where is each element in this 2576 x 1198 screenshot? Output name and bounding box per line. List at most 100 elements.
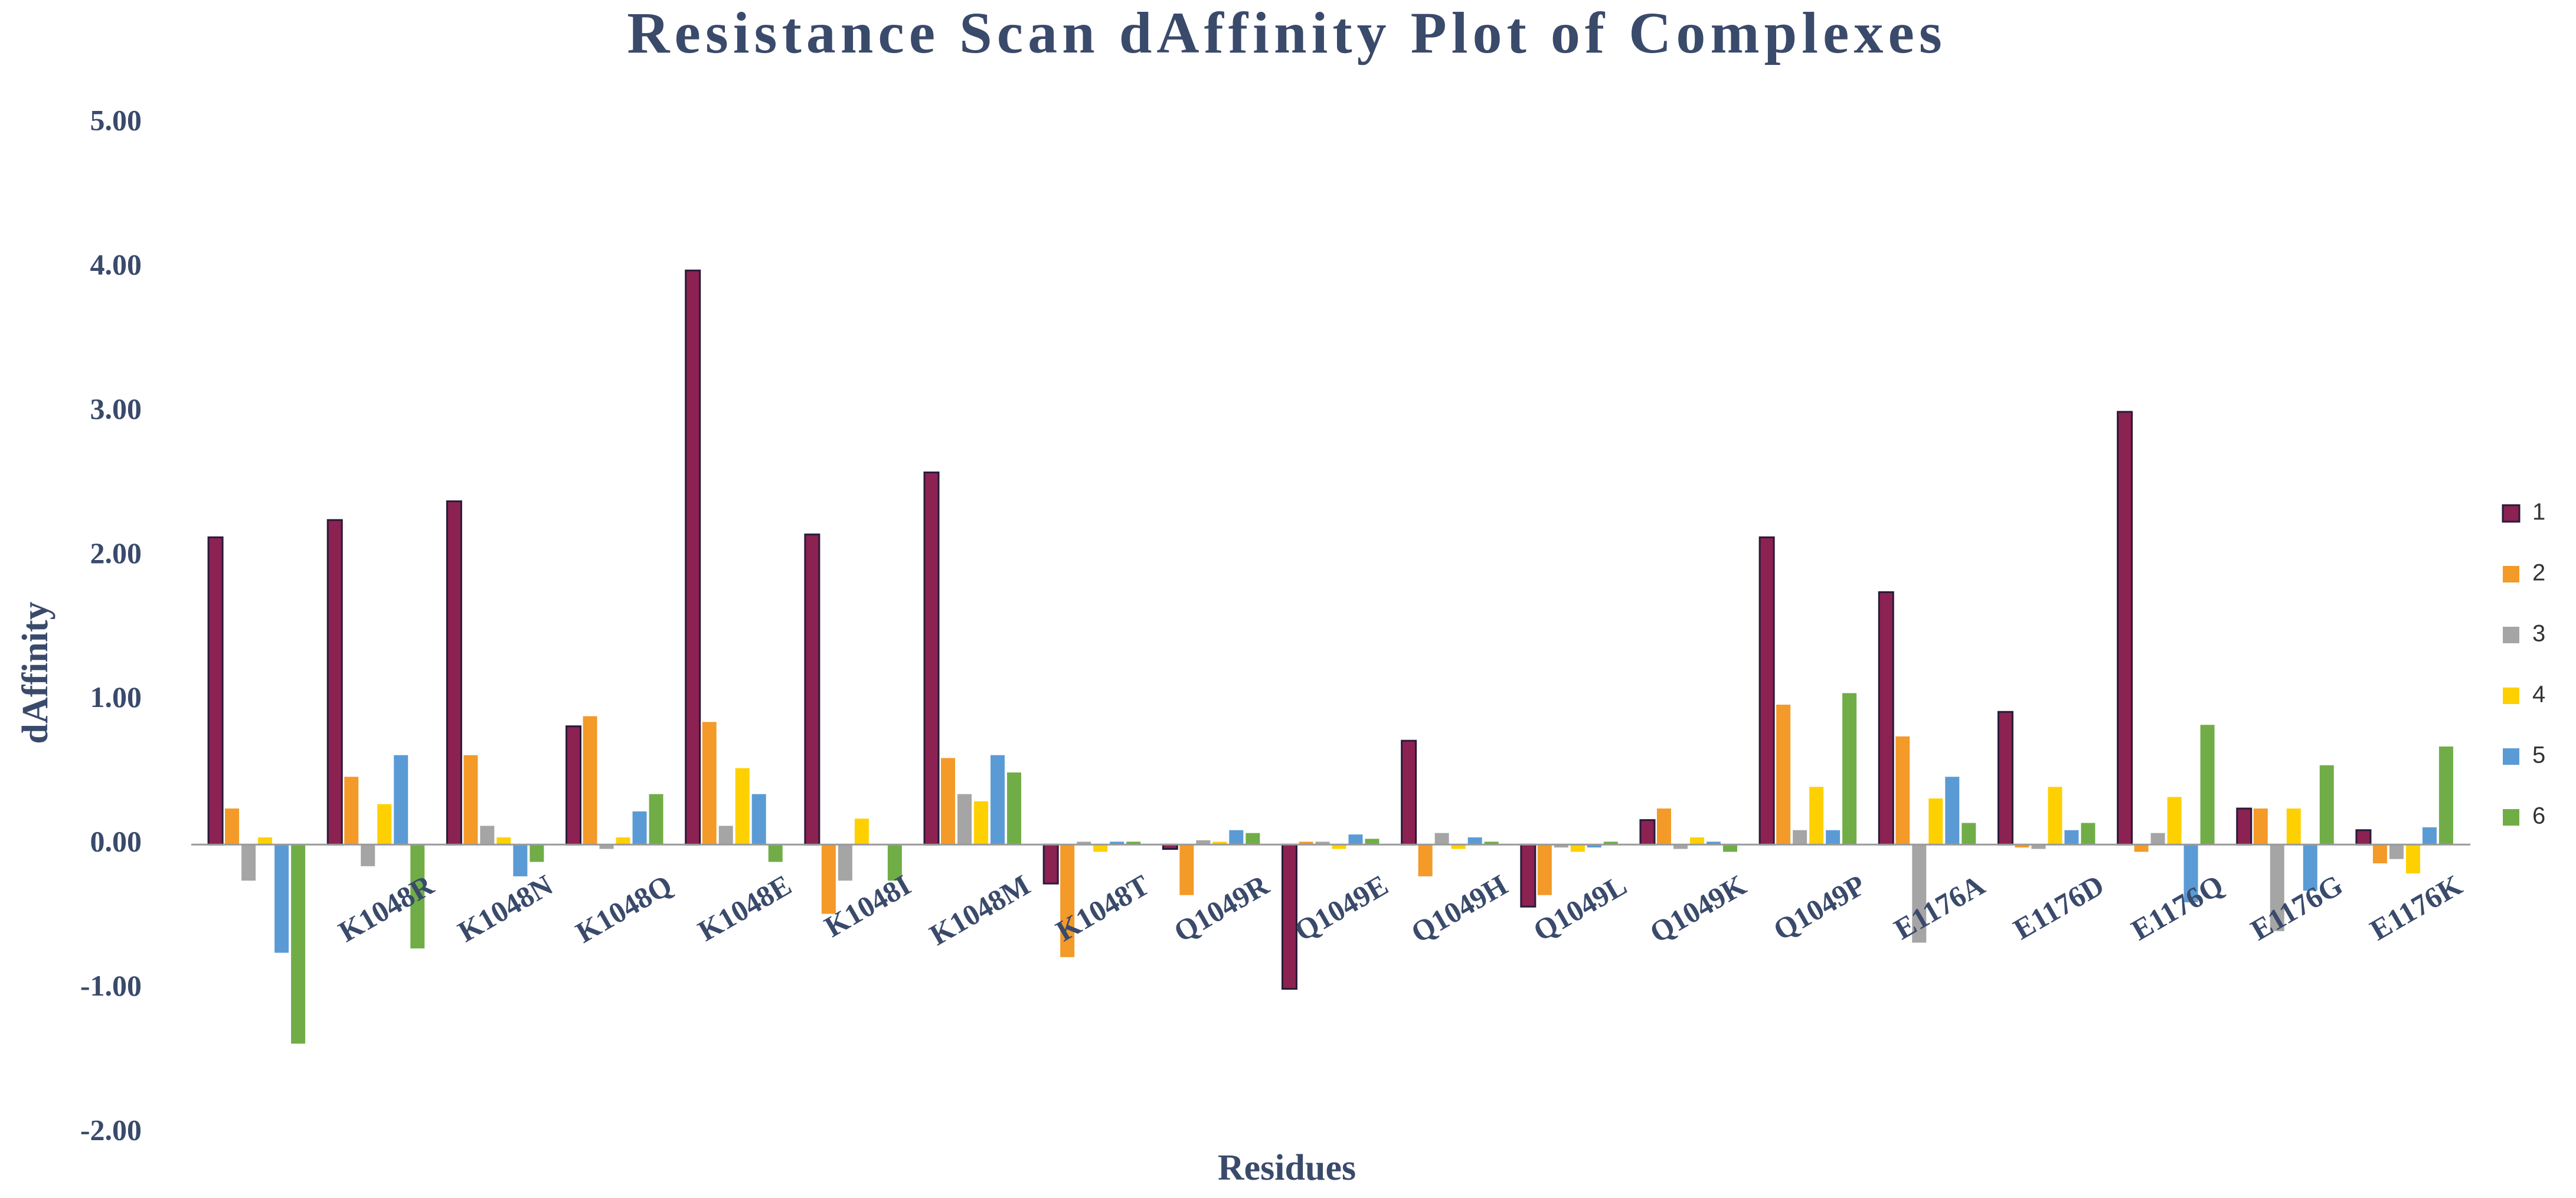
- bar: [1060, 845, 1075, 957]
- bar: [446, 500, 462, 846]
- bar: [1912, 845, 1927, 943]
- bar: [2422, 827, 2437, 845]
- legend-swatch: [2503, 688, 2519, 704]
- bar: [2134, 845, 2149, 852]
- bar: [2183, 845, 2198, 902]
- bar: [735, 768, 750, 845]
- bar: [923, 472, 940, 846]
- bar: [2117, 411, 2133, 846]
- bar: [2048, 787, 2062, 845]
- bar: [854, 819, 869, 845]
- x-tick-label: Q1049H: [1405, 868, 1513, 949]
- bar: [1537, 845, 1552, 895]
- bar: [649, 794, 663, 845]
- bar: [2200, 725, 2215, 845]
- bar: [821, 845, 836, 914]
- bar: [258, 837, 273, 845]
- legend-swatch: [2502, 504, 2521, 523]
- bar: [377, 804, 392, 845]
- bar: [2236, 807, 2253, 846]
- x-tick-label: E1176Q: [2126, 868, 2229, 947]
- bar: [2081, 823, 2096, 845]
- bar: [2286, 809, 2301, 845]
- y-tick-label: -2.00: [80, 1113, 142, 1146]
- x-tick-label: K1048M: [924, 868, 1035, 952]
- bar: [768, 845, 783, 862]
- bar: [1007, 772, 1022, 845]
- x-tick-label: Q1049K: [1644, 868, 1751, 949]
- bar: [583, 716, 597, 845]
- bar: [1842, 693, 1857, 845]
- bar: [1639, 819, 1656, 846]
- legend-swatch: [2503, 627, 2519, 643]
- bar: [565, 725, 582, 846]
- bar: [1656, 809, 1671, 845]
- bar: [361, 845, 375, 866]
- bar: [1110, 842, 1124, 845]
- bar: [887, 845, 902, 881]
- x-tick-label: Q1049P: [1768, 868, 1871, 947]
- bar: [2031, 845, 2046, 849]
- bar: [2270, 845, 2284, 931]
- x-tick-label: Q1049E: [1289, 868, 1394, 948]
- bar: [1077, 842, 1091, 845]
- bar: [1332, 845, 1346, 849]
- bar: [702, 722, 717, 845]
- y-tick-label: 1.00: [90, 680, 142, 713]
- bar: [1776, 705, 1791, 845]
- bar: [599, 845, 614, 849]
- bar: [344, 777, 359, 845]
- bar: [1126, 842, 1141, 845]
- bar: [1793, 830, 1807, 845]
- bar: [616, 837, 630, 845]
- bar: [1689, 837, 1704, 845]
- bar: [1434, 833, 1449, 845]
- bar: [2372, 845, 2387, 863]
- bar: [480, 826, 495, 845]
- bar: [1451, 845, 1466, 849]
- bar: [1587, 845, 1601, 848]
- bar: [513, 845, 528, 876]
- bar: [2167, 797, 2182, 845]
- bar: [941, 758, 956, 845]
- y-tick-label: -1.00: [80, 969, 142, 1002]
- bar: [1315, 842, 1330, 845]
- bar: [2303, 845, 2317, 891]
- y-axis-title: dAffinity: [15, 601, 55, 744]
- bar: [274, 845, 289, 953]
- y-tick-label: 2.00: [90, 536, 142, 569]
- y-tick-label: 4.00: [90, 248, 142, 281]
- bar: [394, 755, 408, 845]
- bar: [685, 269, 701, 846]
- bar: [2438, 746, 2453, 845]
- bar: [241, 845, 256, 881]
- bar: [1928, 798, 1943, 845]
- bar: [1554, 845, 1568, 848]
- bar: [1348, 834, 1363, 845]
- bar: [2015, 845, 2029, 848]
- legend-label: 1: [2532, 499, 2545, 525]
- bar: [2253, 809, 2268, 845]
- x-tick-label: K1048Q: [570, 868, 678, 949]
- bar: [1758, 536, 1775, 846]
- bar: [2389, 845, 2404, 859]
- bar: [838, 845, 852, 881]
- bar: [974, 801, 989, 845]
- bar: [207, 536, 224, 846]
- bar: [1042, 843, 1059, 885]
- bar: [1212, 842, 1227, 845]
- y-tick-label: 0.00: [90, 825, 142, 858]
- bar: [1603, 842, 1618, 845]
- bar: [1878, 591, 1894, 846]
- legend-label: 6: [2532, 803, 2545, 829]
- bar: [804, 533, 820, 846]
- legend-label: 2: [2532, 560, 2545, 586]
- bar: [1520, 843, 1537, 908]
- bar: [1570, 845, 1585, 852]
- x-tick-label: E1176A: [1888, 868, 1990, 946]
- bar: [1962, 823, 1976, 845]
- bar: [1245, 833, 1260, 845]
- bar: [718, 826, 733, 845]
- legend-label: 3: [2532, 621, 2545, 647]
